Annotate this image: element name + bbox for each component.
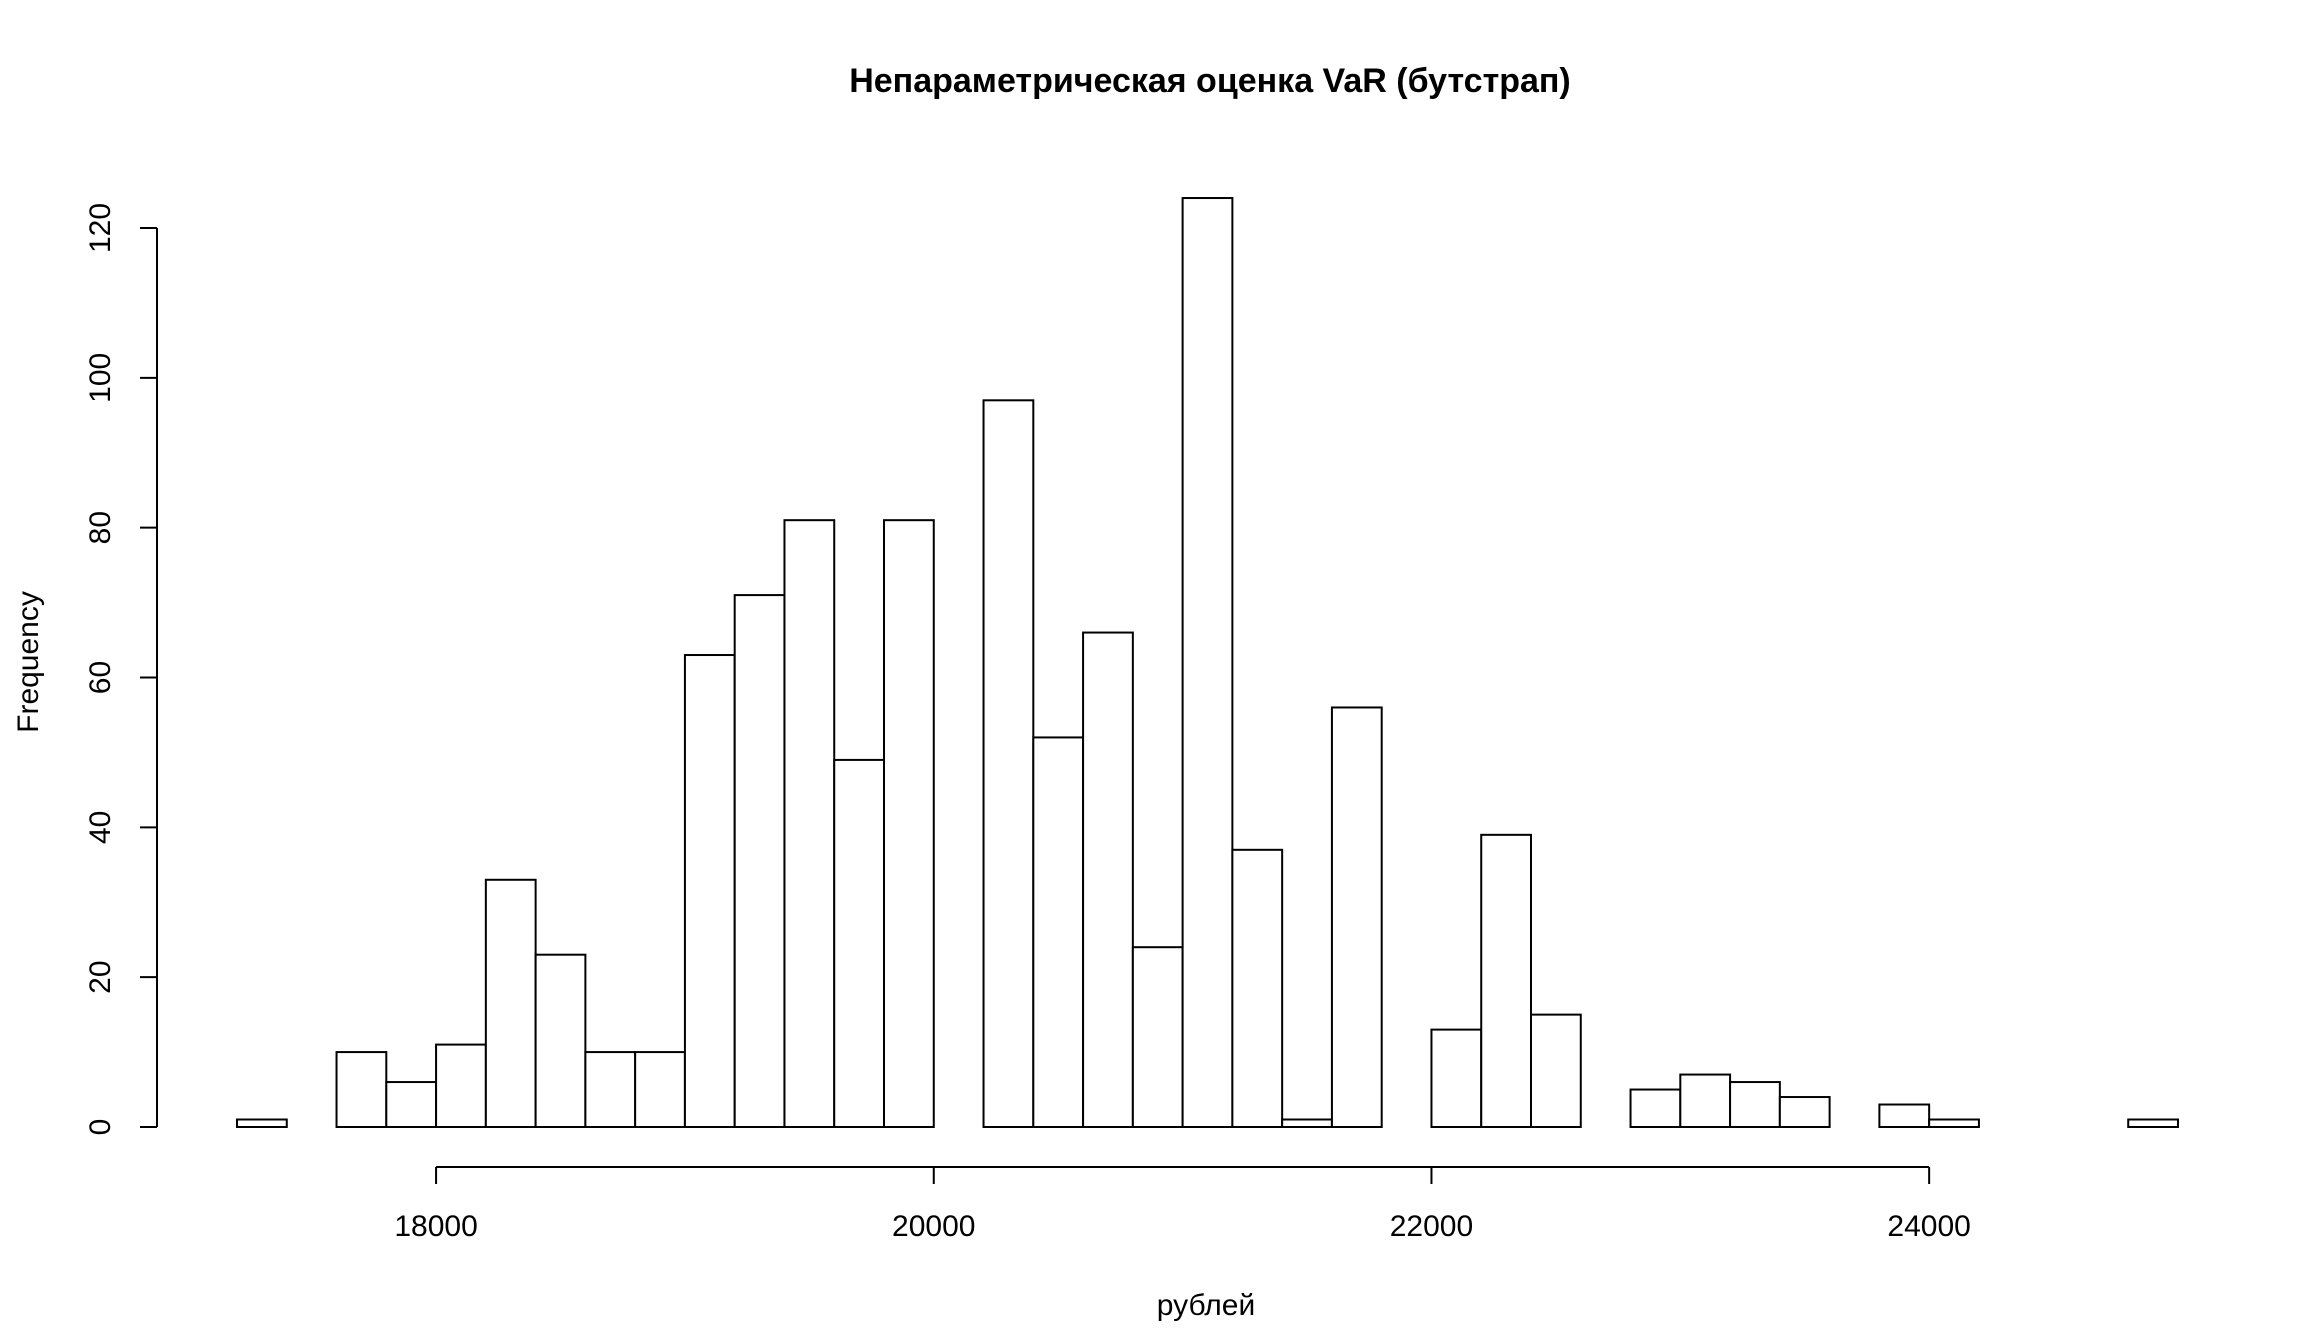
y-tick-label: 120	[84, 203, 117, 253]
histogram-bar	[1878, 1103, 1931, 1129]
histogram-bar	[1480, 833, 1532, 1128]
chart-title: Непараметрическая оценка VaR (бутстрап)	[849, 62, 1571, 100]
x-tick-label: 18000	[394, 1210, 477, 1243]
bars-group	[236, 197, 2179, 1129]
histogram-bar	[385, 1081, 438, 1129]
histogram-bar	[435, 1043, 487, 1129]
histogram-bar	[484, 878, 537, 1129]
histogram-bar	[1082, 631, 1134, 1128]
histogram-bar	[1679, 1073, 1732, 1129]
histogram-bar	[634, 1051, 686, 1129]
x-tick-label: 24000	[1887, 1210, 1970, 1243]
histogram-bar	[783, 519, 836, 1128]
histogram-bar	[1181, 197, 1234, 1129]
y-axis-label: Frequency	[12, 591, 45, 733]
histogram-bar	[236, 1118, 288, 1128]
y-tick-label: 60	[84, 661, 117, 694]
histogram-bar	[1629, 1088, 1682, 1128]
y-tick-label: 20	[84, 960, 117, 993]
histogram-bar	[1530, 1013, 1582, 1128]
x-axis: 18000 20000 22000 24000	[394, 1166, 1971, 1243]
x-tick-label: 20000	[892, 1210, 975, 1243]
histogram-bar	[1330, 706, 1383, 1128]
histogram-bar	[733, 594, 786, 1128]
histogram-bar	[335, 1051, 388, 1129]
histogram-bar	[1231, 848, 1284, 1129]
y-tick-label: 80	[84, 511, 117, 544]
x-axis-label: рублей	[1157, 1289, 1255, 1322]
histogram-bar	[584, 1051, 637, 1129]
histogram-bar	[1928, 1118, 1980, 1128]
histogram-bar	[2127, 1118, 2179, 1128]
y-tick-label: 100	[84, 353, 117, 403]
histogram-bar	[1032, 736, 1085, 1129]
histogram-bar	[1778, 1096, 1831, 1128]
histogram-bar	[534, 953, 587, 1128]
y-axis: 0 20 40 60 80 100 120	[84, 203, 158, 1136]
histogram-bar	[833, 758, 886, 1128]
histogram-bar	[1131, 946, 1184, 1129]
histogram-bar	[1729, 1081, 1781, 1129]
histogram-bar	[883, 519, 935, 1128]
y-tick-label: 40	[84, 811, 117, 844]
histogram-bar	[683, 654, 736, 1129]
histogram-bar	[1430, 1028, 1483, 1128]
histogram-bar	[1281, 1118, 1333, 1128]
x-tick-label: 22000	[1390, 1210, 1473, 1243]
histogram-bar	[982, 399, 1035, 1128]
y-tick-label: 0	[84, 1119, 117, 1136]
